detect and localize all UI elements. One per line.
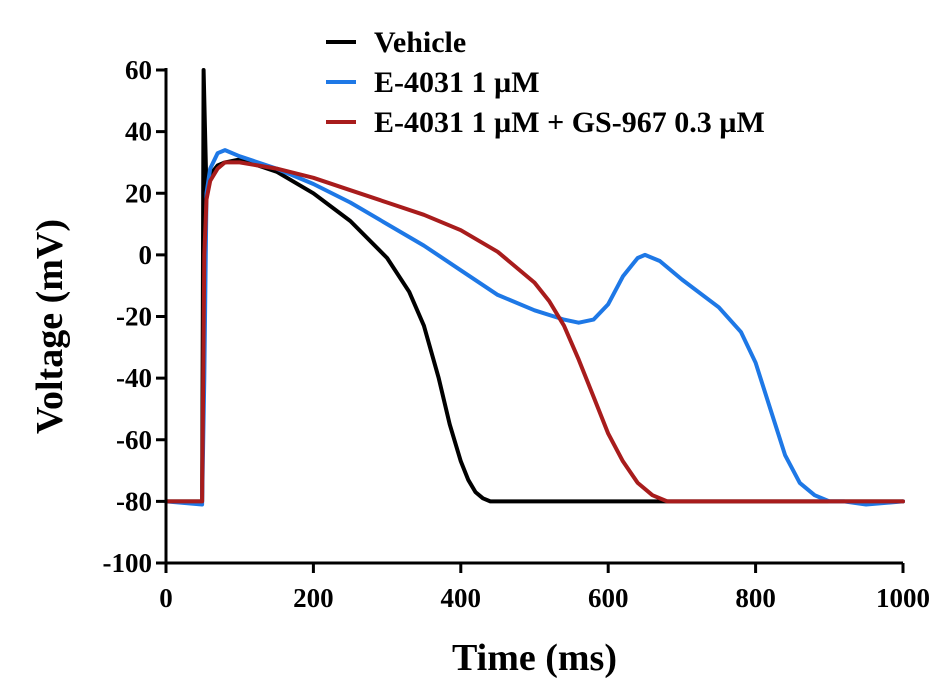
y-axis-title: Voltage (mV) xyxy=(29,219,71,434)
x-axis-title: Time (ms) xyxy=(452,637,617,679)
series-line-2 xyxy=(164,160,905,504)
x-tick-label: 800 xyxy=(735,583,776,613)
y-tick-label: 0 xyxy=(139,240,153,270)
y-tick-label: -100 xyxy=(103,548,153,578)
x-tick-label: 1000 xyxy=(876,583,930,613)
legend-label-2: E-4031 1 µM + GS-967 0.3 µM xyxy=(374,106,765,139)
y-tick-label: -60 xyxy=(116,425,152,455)
x-tick-label: 200 xyxy=(293,583,334,613)
series-line-1 xyxy=(164,148,905,507)
y-tick-label: 60 xyxy=(125,55,152,85)
legend: Vehicle E-4031 1 µM E-4031 1 µM + GS-967 0… xyxy=(326,26,765,139)
legend-label-1: E-4031 1 µM xyxy=(374,66,540,99)
y-tick-label: -80 xyxy=(116,486,152,516)
x-tick-label: 600 xyxy=(588,583,629,613)
legend-label-0: Vehicle xyxy=(374,26,466,59)
x-tick-label: 400 xyxy=(441,583,482,613)
y-tick-label: -20 xyxy=(116,302,152,332)
y-tick-label: -40 xyxy=(116,363,152,393)
series-layer xyxy=(164,68,905,507)
y-tick-label: 40 xyxy=(125,117,152,147)
x-tick-label: 0 xyxy=(159,583,173,613)
y-tick-label: 20 xyxy=(125,178,152,208)
